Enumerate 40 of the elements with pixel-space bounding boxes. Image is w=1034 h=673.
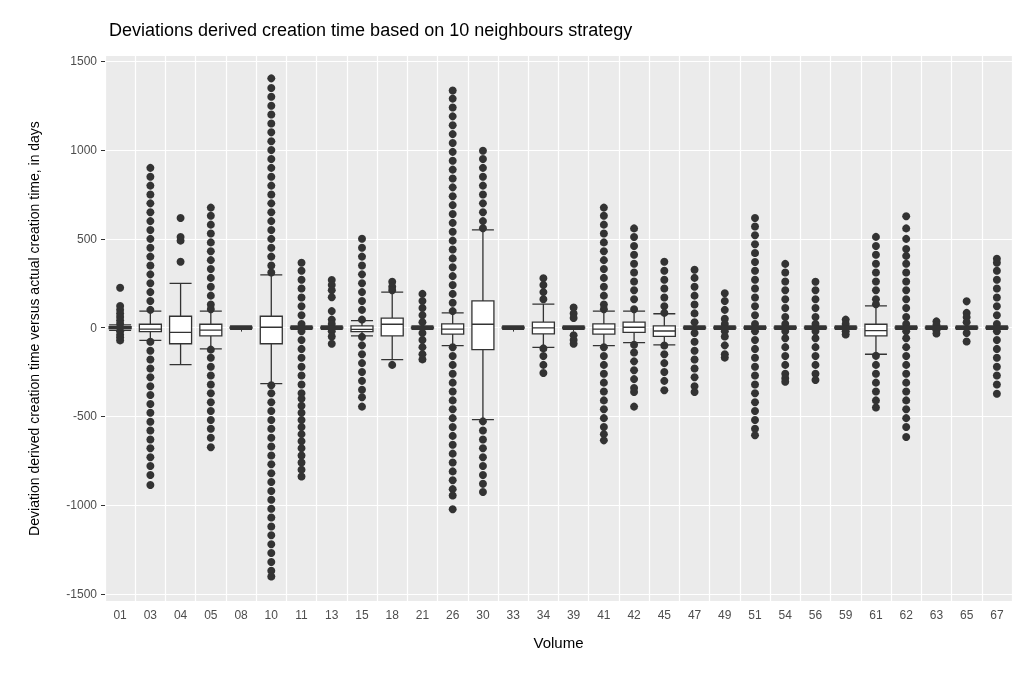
y-tick-label: 500 — [76, 231, 98, 246]
x-tick-label: 03 — [143, 608, 158, 622]
x-tick-label: 08 — [234, 608, 249, 622]
y-tick-label: 1500 — [70, 54, 98, 69]
x-axis-title: Volume — [533, 634, 584, 651]
x-tick-label: 21 — [415, 608, 430, 622]
x-tick-label: 18 — [385, 608, 400, 622]
x-tick-label: 51 — [748, 608, 763, 622]
chart-title: Deviations derived creation time based on 10 neighbours strategy — [109, 20, 633, 40]
x-tick-label: 30 — [476, 608, 490, 622]
x-tick-label: 04 — [173, 608, 188, 622]
x-tick-label: 11 — [295, 608, 309, 622]
x-tick-label: 45 — [657, 608, 672, 622]
x-tick-label: 01 — [113, 608, 128, 622]
y-tick-label: 0 — [90, 320, 98, 335]
y-tick-label: -500 — [72, 409, 98, 424]
x-tick-label: 65 — [959, 608, 974, 622]
y-tick-label: -1000 — [66, 498, 98, 513]
x-tick-label: 42 — [627, 608, 642, 622]
x-tick-label: 63 — [929, 608, 944, 622]
x-tick-label: 26 — [446, 608, 460, 622]
x-tick-label: 47 — [687, 608, 702, 622]
x-tick-label: 62 — [899, 608, 914, 622]
y-tick-label: 1000 — [70, 143, 98, 158]
x-tick-label: 33 — [506, 608, 521, 622]
y-tick-label: -1500 — [66, 586, 98, 601]
x-tick-label: 54 — [778, 608, 793, 622]
x-tick-label: 13 — [325, 608, 339, 622]
x-tick-label: 34 — [536, 608, 551, 622]
x-tick-label: 41 — [597, 608, 611, 622]
x-tick-label: 61 — [869, 608, 883, 622]
x-tick-label: 10 — [264, 608, 279, 622]
y-axis-title: Deviation derived creation time versus actual creation time, in days — [26, 121, 42, 536]
x-tick-label: 56 — [808, 608, 823, 622]
x-tick-label: 67 — [990, 608, 1004, 622]
x-tick-label: 15 — [355, 608, 369, 622]
x-tick-label: 49 — [718, 608, 732, 622]
x-tick-label: 05 — [204, 608, 218, 622]
x-tick-label: 39 — [566, 608, 581, 622]
x-tick-label: 59 — [839, 608, 853, 622]
